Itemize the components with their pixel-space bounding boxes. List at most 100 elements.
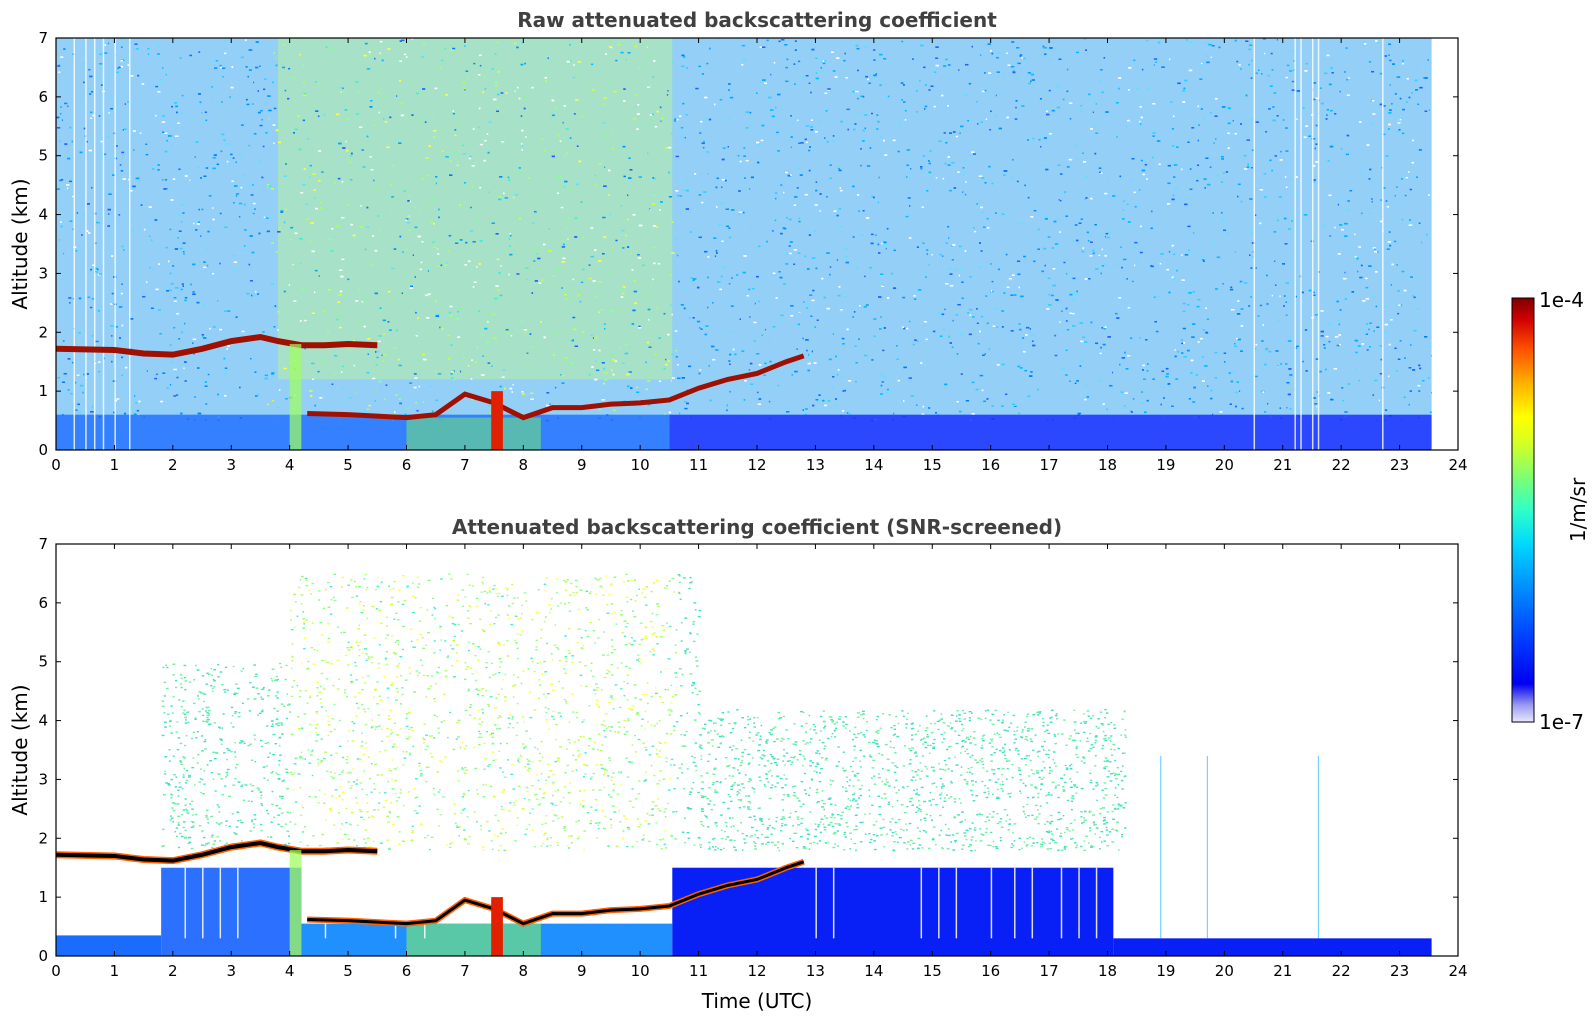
noise-speckle bbox=[1210, 111, 1212, 114]
noise-speckle bbox=[1139, 123, 1142, 125]
noise-speckle bbox=[427, 270, 429, 272]
noise-speckle bbox=[214, 67, 218, 69]
noise-speckle bbox=[1395, 108, 1397, 110]
noise-speckle bbox=[879, 84, 882, 86]
noise-speckle bbox=[235, 193, 240, 195]
noise-speckle bbox=[1274, 260, 1276, 262]
noise-speckle bbox=[1283, 295, 1286, 297]
noise-speckle bbox=[335, 225, 339, 228]
noise-speckle bbox=[922, 242, 925, 245]
noise-speckle bbox=[1203, 178, 1207, 180]
noise-speckle bbox=[1380, 220, 1384, 223]
noise-speckle bbox=[620, 204, 623, 207]
noise-speckle bbox=[502, 369, 506, 371]
noise-speckle bbox=[484, 88, 487, 90]
noise-speckle bbox=[866, 165, 871, 167]
noise-speckle bbox=[1272, 106, 1275, 108]
noise-speckle bbox=[189, 54, 193, 57]
noise-speckle bbox=[1283, 217, 1287, 220]
noise-speckle bbox=[1171, 145, 1175, 147]
noise-speckle bbox=[134, 43, 138, 45]
noise-speckle bbox=[829, 164, 832, 166]
noise-speckle bbox=[1345, 153, 1349, 156]
noise-speckle bbox=[1398, 129, 1401, 131]
noise-speckle bbox=[880, 373, 884, 376]
noise-speckle bbox=[995, 94, 998, 97]
noise-speckle bbox=[1153, 296, 1156, 298]
noise-speckle bbox=[1393, 240, 1397, 243]
noise-speckle bbox=[484, 327, 488, 330]
noise-speckle bbox=[612, 409, 617, 412]
noise-speckle bbox=[368, 404, 371, 407]
noise-speckle bbox=[245, 66, 248, 68]
noise-speckle bbox=[1389, 322, 1391, 324]
noise-speckle bbox=[1058, 199, 1060, 201]
noise-speckle bbox=[83, 373, 85, 376]
noise-speckle bbox=[1291, 89, 1296, 91]
noise-speckle bbox=[623, 175, 626, 178]
noise-speckle bbox=[286, 38, 290, 40]
noise-speckle bbox=[943, 132, 946, 134]
noise-speckle bbox=[1007, 336, 1009, 339]
noise-speckle bbox=[780, 184, 783, 186]
noise-speckle bbox=[1133, 264, 1136, 267]
noise-speckle bbox=[857, 69, 859, 72]
noise-speckle bbox=[374, 250, 378, 252]
noise-speckle bbox=[169, 289, 172, 292]
noise-speckle bbox=[845, 261, 849, 264]
noise-speckle bbox=[448, 234, 452, 237]
noise-speckle bbox=[1071, 312, 1075, 315]
noise-speckle bbox=[958, 410, 962, 413]
noise-speckle bbox=[626, 373, 630, 376]
noise-speckle bbox=[715, 250, 718, 252]
noise-speckle bbox=[873, 335, 876, 338]
noise-speckle bbox=[184, 361, 187, 363]
noise-speckle bbox=[543, 336, 547, 339]
noise-speckle bbox=[1388, 43, 1391, 45]
noise-speckle bbox=[467, 260, 471, 263]
noise-speckle bbox=[789, 241, 793, 243]
noise-speckle bbox=[1401, 270, 1405, 273]
noise-speckle bbox=[219, 328, 222, 331]
noise-speckle bbox=[469, 230, 474, 232]
noise-speckle bbox=[856, 97, 859, 100]
noise-speckle bbox=[832, 376, 835, 378]
noise-speckle bbox=[668, 360, 670, 362]
noise-speckle bbox=[836, 259, 839, 261]
noise-speckle bbox=[732, 348, 735, 351]
noise-speckle bbox=[415, 92, 420, 95]
noise-speckle bbox=[382, 118, 385, 120]
noise-speckle bbox=[772, 326, 776, 328]
noise-speckle bbox=[1265, 348, 1269, 351]
noise-speckle bbox=[603, 328, 606, 330]
noise-speckle bbox=[939, 253, 942, 256]
noise-speckle bbox=[707, 276, 709, 279]
noise-speckle bbox=[852, 236, 855, 238]
noise-speckle bbox=[219, 262, 221, 265]
noise-speckle bbox=[1360, 264, 1363, 267]
noise-speckle bbox=[1018, 323, 1021, 325]
noise-speckle bbox=[957, 303, 961, 306]
noise-speckle bbox=[1118, 77, 1122, 79]
noise-speckle bbox=[826, 195, 828, 198]
noise-speckle bbox=[215, 59, 219, 62]
noise-speckle bbox=[565, 128, 569, 130]
noise-speckle bbox=[198, 93, 201, 95]
noise-speckle bbox=[63, 372, 67, 375]
noise-speckle bbox=[1132, 398, 1135, 400]
noise-speckle bbox=[139, 132, 142, 134]
noise-speckle bbox=[603, 367, 605, 370]
noise-speckle bbox=[1168, 250, 1171, 253]
noise-speckle bbox=[376, 350, 380, 353]
noise-speckle bbox=[705, 325, 709, 327]
noise-speckle bbox=[776, 131, 779, 134]
noise-speckle bbox=[1313, 82, 1317, 84]
noise-speckle bbox=[743, 255, 747, 257]
noise-speckle bbox=[242, 174, 246, 177]
noise-speckle bbox=[368, 51, 371, 53]
noise-speckle bbox=[1255, 214, 1257, 216]
noise-speckle bbox=[598, 349, 601, 352]
noise-speckle bbox=[807, 362, 811, 365]
noise-speckle bbox=[712, 358, 716, 361]
noise-speckle bbox=[1264, 52, 1266, 55]
